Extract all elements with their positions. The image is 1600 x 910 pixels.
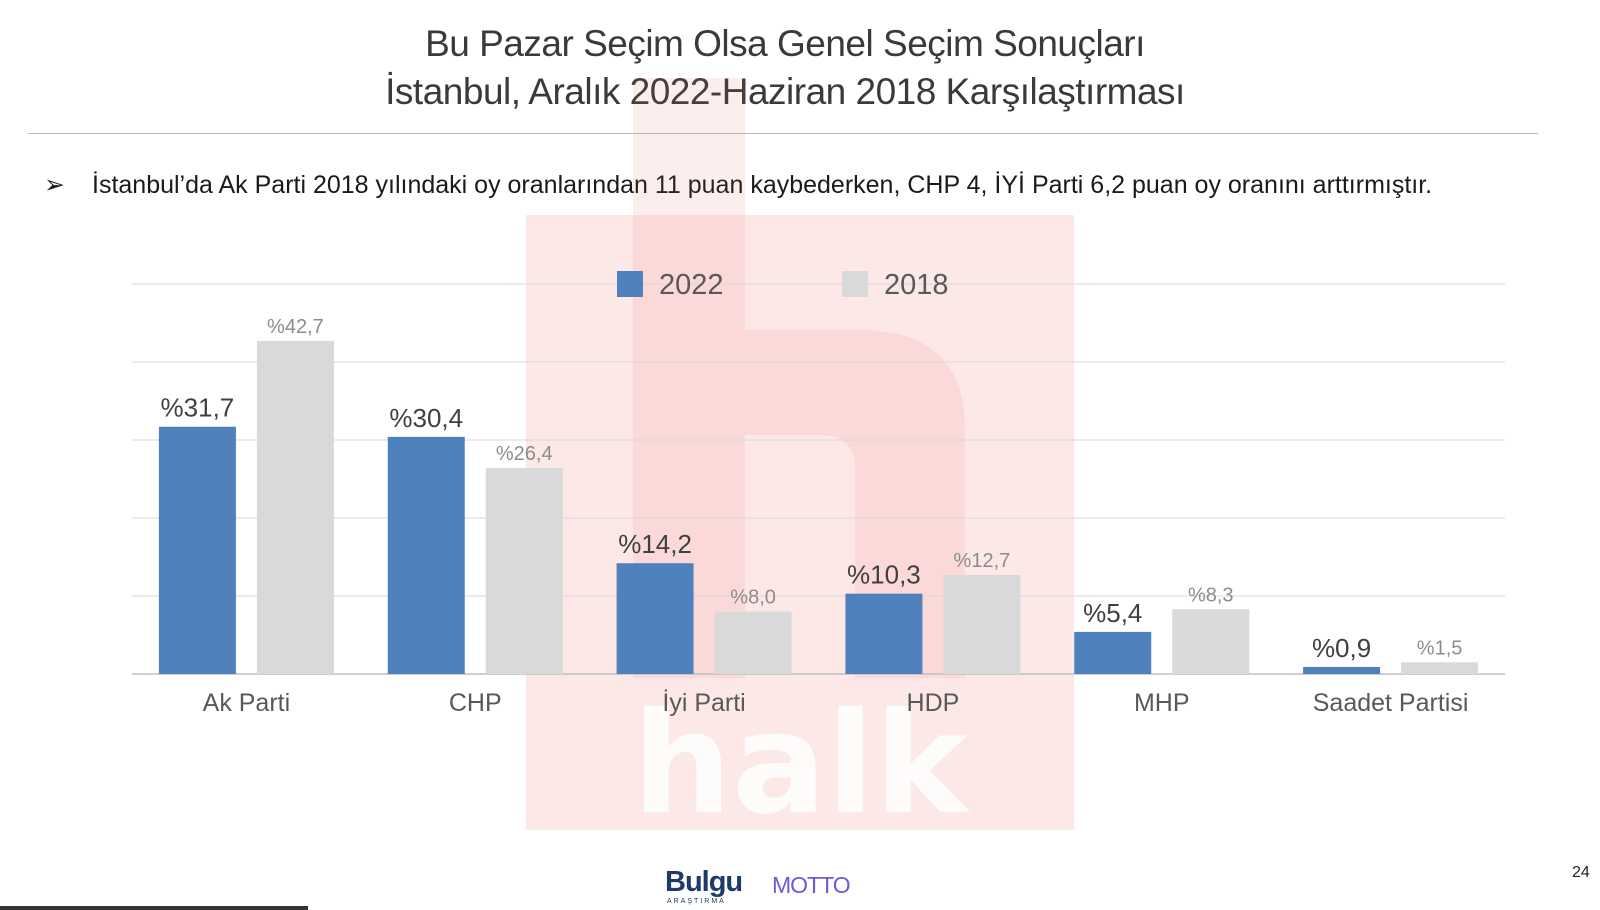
bar-2022-3 bbox=[616, 563, 694, 674]
bulgu-logo-subtitle: ARAŞTIRMA bbox=[667, 898, 726, 905]
bar-2018-2 bbox=[485, 468, 563, 674]
category-label-5: MHP bbox=[1134, 689, 1190, 717]
data-label-2022-4: %10,3 bbox=[847, 560, 921, 590]
data-label-2018-6: %1,5 bbox=[1417, 637, 1463, 659]
title-divider bbox=[28, 133, 1538, 134]
motto-logo: MOTTO bbox=[772, 872, 851, 898]
data-label-2022-5: %5,4 bbox=[1083, 598, 1142, 628]
slide-title: Bu Pazar Seçim Olsa Genel Seçim Sonuçlar… bbox=[0, 20, 1570, 116]
bulgu-logo: Bulgu bbox=[665, 866, 743, 898]
category-label-3: İyi Parti bbox=[662, 688, 745, 717]
data-label-2022-1: %31,7 bbox=[161, 393, 235, 423]
legend-label-2022: 2022 bbox=[659, 269, 724, 301]
legend-swatch-2022 bbox=[617, 271, 643, 297]
data-label-2022-2: %30,4 bbox=[389, 403, 463, 433]
category-label-6: Saadet Partisi bbox=[1313, 689, 1469, 717]
bar-2022-2 bbox=[387, 436, 465, 674]
bar-2018-1 bbox=[256, 340, 334, 674]
data-label-2018-4: %12,7 bbox=[954, 550, 1011, 572]
watermark-text: halk bbox=[632, 683, 970, 846]
arrow-bullet-icon: ➢ bbox=[44, 171, 65, 199]
data-label-2018-2: %26,4 bbox=[496, 443, 553, 465]
summary-bullet: ➢ İstanbul’da Ak Parti 2018 yılındaki oy… bbox=[44, 166, 1524, 204]
page-number: 24 bbox=[1572, 864, 1590, 881]
bar-2018-5 bbox=[1172, 609, 1250, 674]
data-label-2022-3: %14,2 bbox=[618, 529, 692, 559]
bar-2018-3 bbox=[714, 611, 792, 674]
chart-bars bbox=[158, 340, 1479, 674]
chart-data-labels: %31,7 %42,7 %30,4 %26,4 %14,2 %8,0 %10,3 %12,7%… bbox=[161, 316, 1463, 663]
data-label-2018-5: %8,3 bbox=[1188, 584, 1234, 606]
legend-label-2018: 2018 bbox=[884, 269, 949, 301]
category-label-2: CHP bbox=[449, 689, 502, 717]
slide-title-line-1: Bu Pazar Seçim Olsa Genel Seçim Sonuçlar… bbox=[425, 23, 1145, 64]
chart-gridlines bbox=[132, 283, 1505, 675]
data-label-2022-6: %0,9 bbox=[1312, 633, 1371, 663]
bar-2022-4 bbox=[845, 593, 923, 674]
data-label-2018-3: %8,0 bbox=[730, 587, 776, 609]
category-label-4: HDP bbox=[907, 689, 960, 717]
slide-title-line-2: İstanbul, Aralık 2022-Haziran 2018 Karşı… bbox=[385, 71, 1185, 112]
legend-swatch-2018 bbox=[842, 271, 868, 297]
bar-2022-6 bbox=[1303, 666, 1381, 674]
bottom-strip bbox=[0, 906, 308, 910]
summary-text: İstanbul’da Ak Parti 2018 yılındaki oy o… bbox=[92, 171, 1433, 199]
category-label-1: Ak Parti bbox=[203, 689, 291, 717]
data-label-2018-1: %42,7 bbox=[267, 316, 324, 338]
chart-legend: 2022 2018 bbox=[617, 269, 949, 301]
bar-2018-6 bbox=[1401, 662, 1479, 674]
chart-category-labels: Ak Parti CHP İyi Parti HDP MHP Saadet Partisi bbox=[203, 688, 1469, 717]
bar-2022-1 bbox=[158, 426, 236, 674]
bar-2018-4 bbox=[943, 574, 1021, 674]
bar-2022-5 bbox=[1074, 631, 1152, 674]
